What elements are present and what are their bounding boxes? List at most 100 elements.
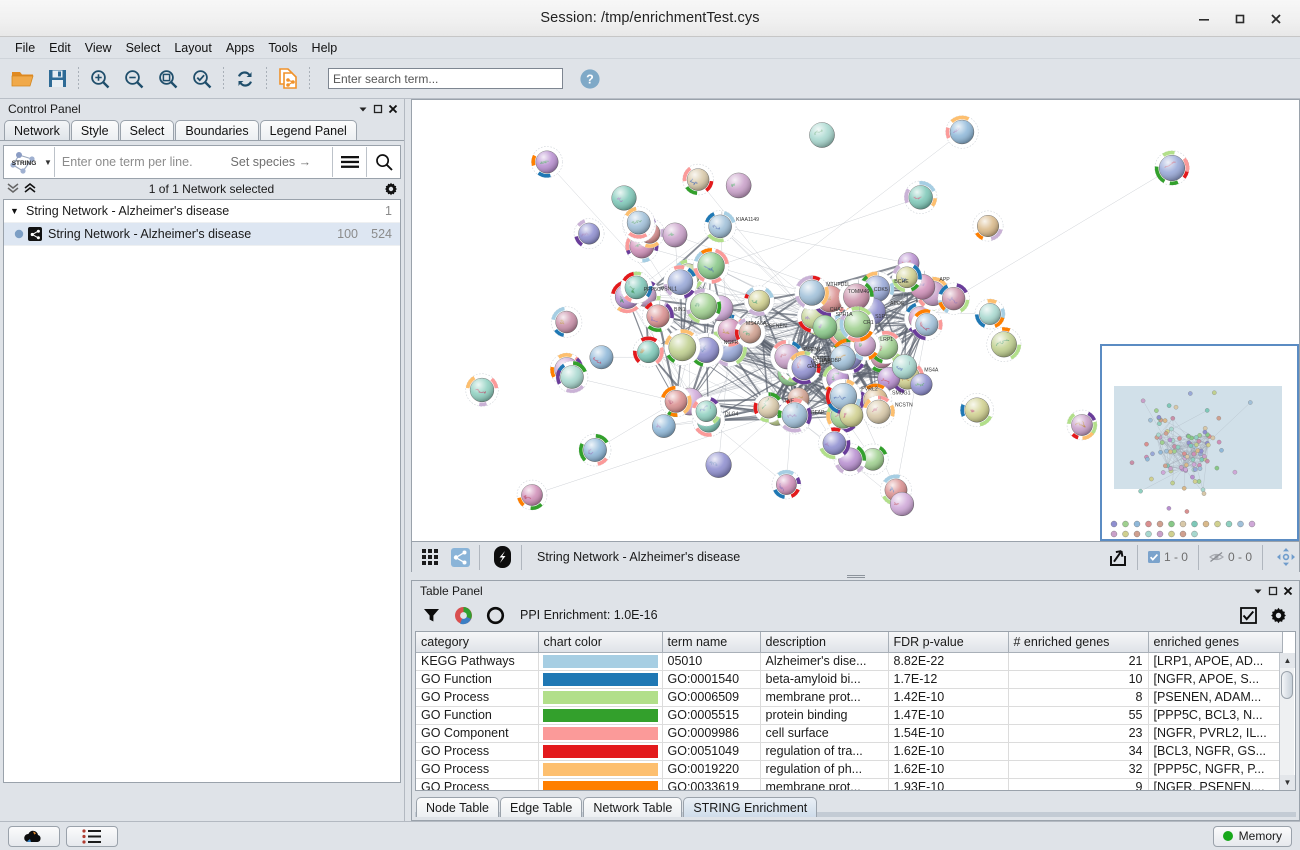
network-node[interactable] [642, 300, 675, 333]
network-node[interactable] [578, 433, 612, 467]
close-icon[interactable] [1258, 4, 1294, 34]
tab-boundaries[interactable]: Boundaries [175, 120, 259, 140]
column-header-fdr-pvalue[interactable]: FDR p-value [888, 632, 1009, 653]
chevron-down-icon[interactable]: ▼ [44, 157, 52, 167]
network-node[interactable] [682, 163, 714, 196]
table-row[interactable]: GO Process GO:0006509 membrane prot... 1.42… [416, 688, 1283, 707]
expand-arrow-icon[interactable]: ▼ [10, 206, 19, 216]
close-panel-icon[interactable] [1280, 583, 1295, 598]
filter-icon[interactable] [420, 604, 442, 626]
network-node[interactable] [777, 398, 813, 433]
network-tree-list[interactable]: ▼ String Network - Alzheimer's disease 1… [3, 199, 401, 783]
minimize-icon[interactable] [1186, 4, 1222, 34]
network-node[interactable] [685, 288, 722, 325]
export-image-icon[interactable] [1105, 544, 1132, 571]
network-node[interactable] [632, 336, 665, 368]
table-row[interactable]: KEGG Pathways 05010 Alzheimer's dise... 8.8… [416, 652, 1283, 671]
network-node[interactable] [734, 316, 766, 348]
tab-network-table[interactable]: Network Table [583, 797, 683, 817]
chevron-down-icon[interactable] [1250, 583, 1265, 598]
menu-tools[interactable]: Tools [268, 40, 298, 55]
string-term-input[interactable]: Enter one term per line. Set species → [55, 155, 332, 169]
select-all-checkbox-icon[interactable] [1237, 604, 1259, 626]
network-node[interactable] [794, 275, 830, 311]
memory-status-button[interactable]: Memory [1212, 825, 1292, 847]
network-node[interactable] [839, 403, 864, 428]
enrichment-table[interactable]: category chart color term name descripti… [415, 631, 1296, 791]
export-network-icon[interactable] [271, 62, 305, 96]
column-header-category[interactable]: category [416, 632, 539, 653]
network-node[interactable] [833, 443, 867, 476]
zoom-fit-icon[interactable] [151, 62, 185, 96]
network-node[interactable] [787, 350, 821, 385]
network-node[interactable] [611, 185, 637, 211]
network-node[interactable] [1154, 150, 1190, 186]
network-node[interactable] [862, 395, 896, 429]
network-node[interactable] [818, 427, 851, 460]
network-node[interactable] [664, 328, 701, 366]
menu-edit[interactable]: Edit [49, 40, 71, 55]
network-node[interactable] [693, 247, 730, 284]
table-row[interactable]: GO Component GO:0009986 cell surface 1.54E-… [416, 724, 1283, 743]
cloud-icon[interactable] [8, 825, 60, 847]
close-panel-icon[interactable] [385, 101, 400, 116]
zoom-out-icon[interactable] [117, 62, 151, 96]
menu-layout[interactable]: Layout [174, 40, 212, 55]
network-node[interactable] [622, 206, 655, 239]
network-node[interactable] [516, 479, 548, 511]
network-node[interactable] [972, 210, 1004, 242]
network-node[interactable] [531, 146, 563, 178]
tab-style[interactable]: Style [70, 120, 119, 140]
table-vertical-scrollbar[interactable]: ▲ ▼ [1279, 653, 1295, 790]
zoom-in-icon[interactable] [83, 62, 117, 96]
network-node[interactable] [838, 278, 875, 315]
float-panel-icon[interactable] [1265, 583, 1280, 598]
network-node[interactable] [960, 393, 994, 427]
column-header-term-name[interactable]: term name [662, 632, 761, 653]
scroll-up-arrow-icon[interactable]: ▲ [1280, 653, 1295, 668]
network-node[interactable] [891, 354, 918, 380]
string-logo-icon[interactable]: STRING [4, 146, 44, 178]
menu-apps[interactable]: Apps [225, 40, 255, 55]
settings-gear-icon[interactable] [1267, 604, 1289, 626]
horizontal-splitter[interactable] [411, 572, 1300, 580]
column-header-chart-color[interactable]: chart color [538, 632, 663, 653]
network-node[interactable] [550, 306, 583, 338]
help-icon[interactable]: ? [577, 66, 603, 92]
network-node[interactable] [812, 314, 838, 340]
grid-layout-icon[interactable] [416, 544, 443, 571]
table-row[interactable]: GO Function GO:0001540 beta-amyloid bi... 1… [416, 670, 1283, 689]
network-node[interactable] [743, 285, 775, 317]
tab-network[interactable]: Network [4, 120, 70, 140]
scroll-down-arrow-icon[interactable]: ▼ [1280, 775, 1295, 790]
network-node[interactable] [589, 345, 614, 370]
table-row[interactable]: GO Function GO:0005515 protein binding 1.47… [416, 706, 1283, 725]
search-icon[interactable] [367, 146, 400, 178]
hamburger-menu-icon[interactable] [333, 146, 366, 178]
collapse-all-icon[interactable] [6, 182, 20, 197]
menu-file[interactable]: File [15, 40, 36, 55]
float-panel-icon[interactable] [370, 101, 385, 116]
network-node[interactable] [620, 271, 653, 304]
network-node[interactable] [771, 469, 802, 500]
vertical-splitter[interactable] [405, 99, 411, 821]
network-node[interactable] [830, 345, 856, 371]
open-folder-icon[interactable] [6, 62, 40, 96]
network-node[interactable] [986, 326, 1022, 362]
menu-view[interactable]: View [84, 40, 112, 55]
chevron-down-icon[interactable] [355, 101, 370, 116]
set-species-link[interactable]: Set species → [230, 155, 312, 169]
network-node[interactable] [555, 360, 589, 394]
settings-gear-icon[interactable] [383, 182, 398, 197]
table-row[interactable]: GO Process GO:0051049 regulation of tra...… [416, 742, 1283, 761]
network-node[interactable] [910, 373, 933, 396]
network-node[interactable] [691, 396, 722, 427]
menu-help[interactable]: Help [311, 40, 338, 55]
tab-string-enrichment[interactable]: STRING Enrichment [683, 797, 818, 817]
table-horizontal-scrollbar[interactable] [415, 812, 1296, 817]
save-icon[interactable] [40, 62, 74, 96]
network-overview-panel[interactable] [1100, 344, 1299, 541]
refresh-icon[interactable] [228, 62, 262, 96]
network-node[interactable] [809, 122, 835, 148]
tab-legend-panel[interactable]: Legend Panel [259, 120, 357, 140]
